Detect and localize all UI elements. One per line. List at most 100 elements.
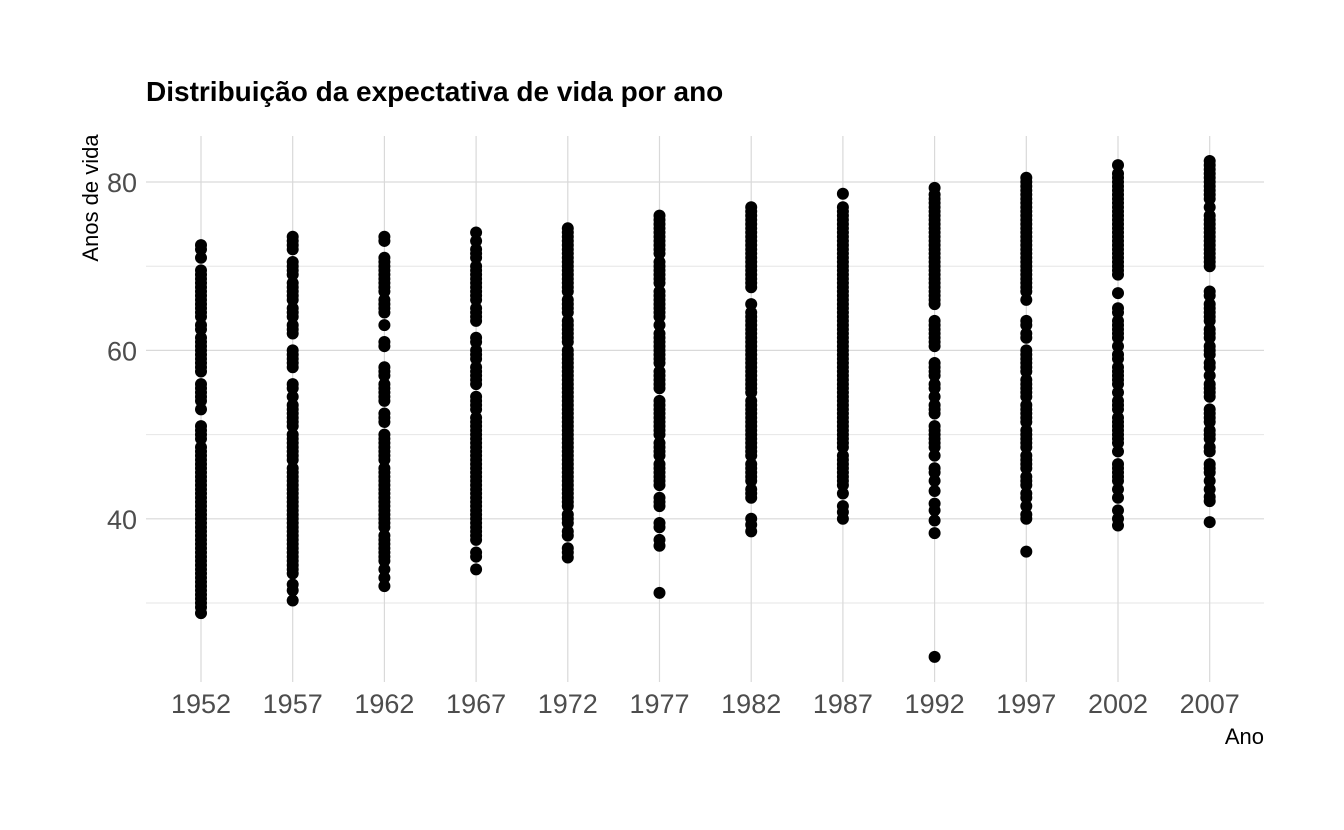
data-point [1112,483,1124,496]
data-point [836,187,849,200]
data-point [928,399,941,412]
y-tick-label: 60 [107,336,137,366]
data-point [1203,378,1216,391]
data-point [561,542,574,555]
gridlines [146,136,1264,682]
data-point [286,390,299,403]
data-point [378,378,391,391]
data-point [1020,314,1033,327]
data-point [1203,209,1216,222]
data-point [378,571,391,584]
data-point [561,344,574,357]
data-point [1020,545,1033,558]
data-point [1020,424,1033,437]
data-point [745,394,758,407]
data-point [1203,298,1216,311]
data-point [561,508,574,521]
data-point [1203,516,1216,529]
x-tick-label: 1987 [813,689,873,719]
data-point [745,458,758,471]
data-point [928,514,941,527]
x-tick-label: 2002 [1088,689,1148,719]
y-tick-label: 80 [107,168,137,198]
data-point [470,390,483,403]
data-point [1203,483,1216,496]
data-point [195,251,207,264]
data-point [1112,445,1124,458]
y-axis-label: Anos de vida [78,134,103,262]
data-point [928,390,941,403]
data-point [1112,386,1124,399]
x-tick-label: 1992 [905,689,965,719]
data-point [1203,403,1216,416]
data-point [378,335,391,348]
data-point [378,293,391,306]
data-point [286,302,299,315]
data-point [470,546,483,559]
data-point [653,285,666,298]
data-point [1020,449,1033,462]
data-point [1112,504,1124,517]
data-point [928,449,941,462]
data-point [561,525,574,538]
data-point [1112,302,1124,315]
data-point [1020,171,1033,184]
data-point [653,365,666,378]
data-point [836,487,849,500]
data-point [286,277,299,290]
data-point [195,319,207,332]
data-point [470,361,483,374]
data-point [928,378,941,391]
x-axis-label: Ano [1225,724,1264,749]
data-point [928,485,941,498]
x-tick-labels: 1952 1957 1962 1967 1972 1977 1982 1987 1992 1997… [171,689,1240,719]
data-point [928,181,941,194]
data-point [745,306,758,319]
data-point [653,394,666,407]
data-point [195,378,207,391]
data-point [470,260,483,273]
data-point [1020,344,1033,357]
data-point [1203,357,1216,370]
data-point [745,483,758,496]
x-tick-label: 1982 [721,689,781,719]
data-point [928,420,941,433]
data-point [653,255,666,268]
data-point [1112,287,1124,300]
data-point [1203,369,1216,382]
data-point [286,255,299,268]
data-point [1203,458,1216,471]
data-point [745,298,758,311]
data-point [1112,458,1124,471]
data-point [286,344,299,357]
data-point [1020,399,1033,412]
data-point [470,234,483,247]
data-point [1112,167,1124,180]
data-point [836,449,849,462]
data-point [378,319,391,332]
data-point [195,331,207,344]
data-point [470,411,483,424]
data-point [745,512,758,525]
data-point [836,201,849,214]
data-point [928,497,941,510]
data-point [378,580,391,593]
x-tick-label: 1967 [446,689,506,719]
data-point [286,462,299,475]
data-point [1203,424,1216,437]
data-point [1020,293,1033,306]
data-point [653,327,666,340]
data-point [561,293,574,306]
data-point [1112,159,1124,172]
data-point [928,650,941,663]
data-point [1112,394,1124,407]
data-point [928,357,941,370]
data-point [653,586,666,599]
data-point [1112,361,1124,374]
data-point [561,222,574,235]
data-point [378,428,391,441]
data-point [1020,327,1033,340]
data-point [1112,348,1124,361]
x-tick-label: 1977 [629,689,689,719]
